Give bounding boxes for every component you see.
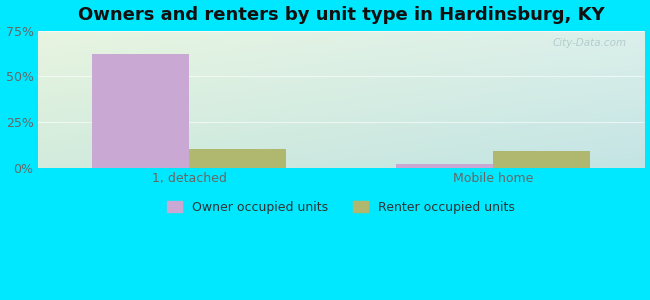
Legend: Owner occupied units, Renter occupied units: Owner occupied units, Renter occupied un… xyxy=(162,196,520,219)
Bar xyxy=(92,54,189,168)
Bar xyxy=(189,149,287,168)
Title: Owners and renters by unit type in Hardinsburg, KY: Owners and renters by unit type in Hardi… xyxy=(78,6,604,24)
Text: City-Data.com: City-Data.com xyxy=(552,38,626,47)
Bar xyxy=(396,164,493,168)
Bar xyxy=(493,151,590,168)
